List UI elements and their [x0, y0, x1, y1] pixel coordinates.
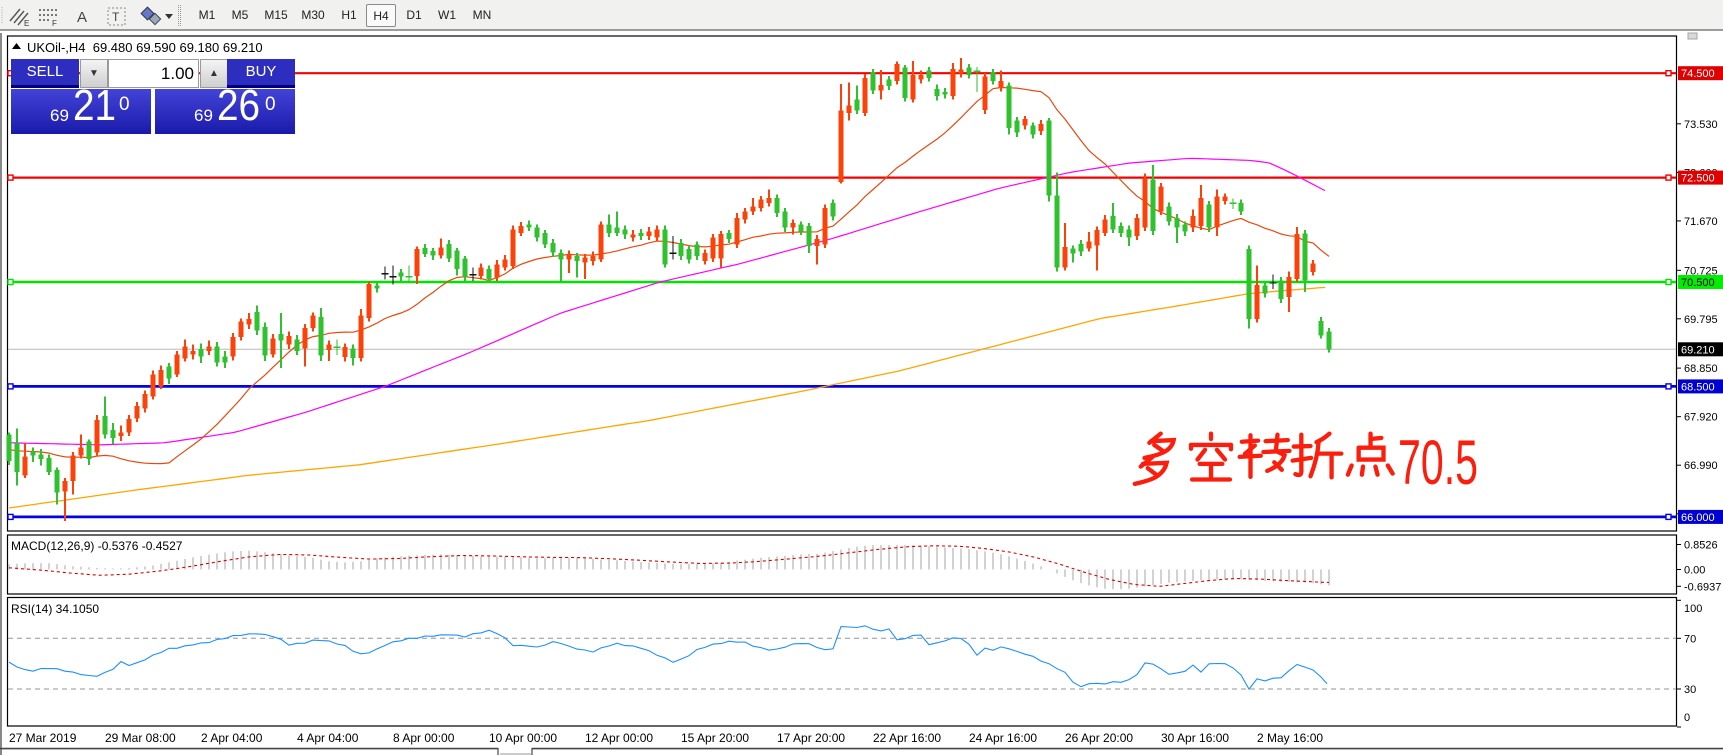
svg-text:17 Apr 20:00: 17 Apr 20:00: [777, 731, 845, 745]
svg-text:MACD(12,26,9) -0.5376 -0.4527: MACD(12,26,9) -0.5376 -0.4527: [11, 539, 183, 553]
svg-text:69.795: 69.795: [1684, 314, 1718, 326]
svg-text:UKOil-,H4 69.480 69.590 69.18: UKOil-,H4 69.480 69.590 69.180 69.210: [27, 40, 263, 55]
svg-text:73.530: 73.530: [1684, 119, 1718, 131]
svg-text:22 Apr 16:00: 22 Apr 16:00: [873, 731, 941, 745]
svg-text:15 Apr 20:00: 15 Apr 20:00: [681, 731, 749, 745]
svg-text:-0.6937: -0.6937: [1684, 581, 1721, 593]
svg-text:70: 70: [1684, 633, 1696, 645]
svg-text:71.670: 71.670: [1684, 216, 1718, 228]
svg-text:72.500: 72.500: [1681, 173, 1715, 185]
svg-text:0.00: 0.00: [1684, 565, 1705, 577]
svg-text:70.500: 70.500: [1681, 277, 1715, 289]
svg-text:26 Apr 20:00: 26 Apr 20:00: [1065, 731, 1133, 745]
svg-text:2 May 16:00: 2 May 16:00: [1257, 731, 1323, 745]
svg-text:T: T: [112, 10, 120, 24]
svg-text:30: 30: [1684, 684, 1696, 696]
svg-text:24 Apr 16:00: 24 Apr 16:00: [969, 731, 1037, 745]
svg-text:A: A: [77, 9, 87, 26]
svg-text:29 Mar 08:00: 29 Mar 08:00: [105, 731, 176, 745]
svg-text:70.725: 70.725: [1684, 265, 1718, 277]
svg-text:F: F: [52, 19, 57, 28]
svg-text:30 Apr 16:00: 30 Apr 16:00: [1161, 731, 1229, 745]
svg-text:RSI(14) 34.1050: RSI(14) 34.1050: [11, 602, 99, 616]
svg-text:74.500: 74.500: [1681, 68, 1715, 80]
svg-text:0.8526: 0.8526: [1684, 540, 1718, 552]
svg-text:66.990: 66.990: [1684, 460, 1718, 472]
svg-text:27 Mar 2019: 27 Mar 2019: [9, 731, 77, 745]
svg-text:8 Apr 00:00: 8 Apr 00:00: [393, 731, 455, 745]
svg-text:E: E: [24, 19, 29, 28]
svg-text:12 Apr 00:00: 12 Apr 00:00: [585, 731, 653, 745]
svg-text:70.5: 70.5: [1398, 428, 1478, 498]
svg-text:10 Apr 00:00: 10 Apr 00:00: [489, 731, 557, 745]
svg-text:67.920: 67.920: [1684, 412, 1718, 424]
svg-text:0: 0: [1684, 712, 1690, 724]
svg-text:100: 100: [1684, 603, 1702, 615]
svg-text:68.500: 68.500: [1681, 381, 1715, 393]
svg-text:66.000: 66.000: [1681, 512, 1715, 524]
svg-text:69.210: 69.210: [1681, 344, 1715, 356]
svg-text:2 Apr 04:00: 2 Apr 04:00: [201, 731, 263, 745]
svg-text:68.850: 68.850: [1684, 363, 1718, 375]
svg-text:4 Apr 04:00: 4 Apr 04:00: [297, 731, 359, 745]
